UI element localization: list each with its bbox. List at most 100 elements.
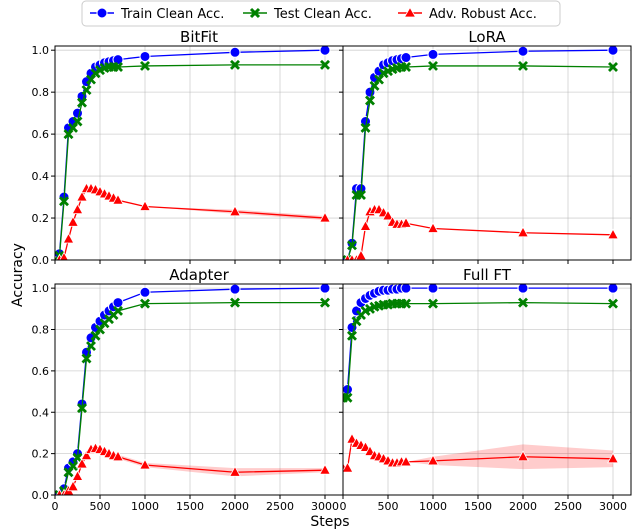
point-train (607, 284, 619, 294)
x-tick-label: 1500 (176, 500, 204, 513)
y-tick-label: 0.4 (32, 406, 50, 419)
y-axis-label: Accuracy (10, 243, 26, 307)
legend-marker-train (96, 7, 108, 19)
point-test (140, 298, 150, 309)
point-test (428, 60, 438, 71)
x-tick-label: 1000 (419, 500, 447, 513)
point-adv (607, 228, 619, 240)
point-train (427, 48, 439, 60)
x-tick-label: 0 (52, 500, 59, 513)
panel-title: Full FT (463, 266, 512, 284)
panel-title: Adapter (169, 266, 229, 284)
point-test (77, 97, 87, 108)
panel-frame (342, 283, 632, 496)
point-adv (427, 222, 439, 233)
y-tick-label: 0.4 (32, 170, 50, 183)
point-adv (112, 450, 124, 462)
point-test (320, 59, 330, 70)
point-train (139, 286, 151, 298)
point-train (112, 54, 124, 66)
legend-label-adv: Adv. Robust Acc. (429, 7, 537, 22)
point-adv (319, 463, 331, 475)
point-test (140, 60, 150, 71)
point-adv (59, 251, 69, 260)
point-test (72, 452, 83, 463)
y-tick-label: 0.2 (32, 212, 50, 225)
point-test (365, 95, 375, 106)
plot-area (343, 284, 619, 473)
x-tick-label: 2000 (221, 500, 249, 513)
legend-label-train: Train Clean Acc. (120, 7, 224, 22)
legend-marker-adv (403, 6, 417, 18)
point-adv (343, 461, 354, 473)
point-test (320, 297, 330, 308)
y-tick-label: 1.0 (32, 282, 50, 295)
legend-entry-train: Train Clean Acc. (90, 7, 224, 22)
legend-entry-test: Test Clean Acc. (243, 7, 372, 22)
point-test (401, 298, 411, 309)
point-test (428, 298, 438, 309)
point-test (347, 330, 357, 341)
point-adv (517, 226, 529, 238)
y-tick-label: 0.6 (32, 128, 50, 141)
point-test (81, 85, 92, 96)
y-tick-label: 0.0 (32, 254, 50, 267)
panel-frame (54, 283, 344, 496)
legend: Train Clean Acc. Test Clean Acc. Adv. Ro… (81, 0, 561, 27)
x-tick-label: 2500 (554, 500, 582, 513)
point-train (517, 284, 529, 294)
x-tick-label: 2500 (266, 500, 294, 513)
legend-frame (81, 0, 561, 27)
point-test (608, 298, 618, 309)
x-tick-label: 0 (340, 500, 347, 513)
point-test (360, 122, 371, 133)
panel-lora: LoRA (339, 28, 632, 264)
x-tick-label: 2000 (509, 500, 537, 513)
y-tick-label: 0.2 (32, 448, 50, 461)
point-test (401, 61, 411, 72)
panel-full-ft: Full FT 0 500 1000 1500 2000 2500 3000 (339, 266, 632, 513)
x-tick-label: 1500 (464, 500, 492, 513)
x-axis-label: Steps (310, 514, 349, 530)
point-adv (400, 216, 412, 228)
point-test (518, 297, 528, 308)
x-tick-label: 500 (90, 500, 111, 513)
point-test (86, 341, 96, 352)
point-adv (607, 452, 619, 464)
point-test (59, 196, 69, 207)
y-tick-label: 1.0 (32, 44, 50, 57)
point-train (139, 50, 151, 62)
point-adv (139, 200, 151, 211)
panel-frame (54, 45, 344, 261)
point-adv (139, 458, 151, 470)
x-tick-label: 500 (378, 500, 399, 513)
point-test (230, 59, 240, 70)
point-test (81, 353, 92, 364)
legend-entry-adv: Adv. Robust Acc. (398, 6, 537, 22)
y-tick-label: 0.8 (32, 86, 50, 99)
point-adv (382, 209, 394, 221)
plot-area (343, 46, 619, 260)
point-test (68, 461, 78, 472)
point-adv (229, 465, 241, 477)
plot-area (55, 46, 331, 260)
point-test (77, 403, 87, 414)
point-train (400, 52, 412, 64)
point-train (319, 46, 331, 56)
point-adv (229, 205, 241, 217)
point-train (427, 284, 439, 294)
point-test (113, 61, 123, 72)
series-line-train (346, 49, 614, 260)
point-adv (71, 470, 84, 481)
x-tick-label: 3000 (599, 500, 627, 513)
point-train (319, 284, 331, 294)
point-adv (80, 449, 93, 461)
series-line-train (58, 49, 326, 254)
panel-bitfit: BitFit 0.0 0.2 0.4 0.6 0.8 1.0 (32, 28, 344, 267)
y-tick-label: 0.6 (32, 365, 50, 378)
panel-frame (342, 45, 632, 261)
point-test (72, 116, 83, 127)
point-test (113, 305, 123, 316)
plot-area (55, 284, 331, 495)
